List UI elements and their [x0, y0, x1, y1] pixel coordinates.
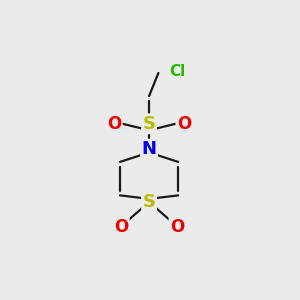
- Text: O: O: [177, 115, 191, 133]
- Text: N: N: [142, 140, 157, 158]
- Text: S: S: [142, 193, 156, 211]
- Text: S: S: [142, 115, 156, 133]
- Text: O: O: [107, 115, 122, 133]
- Text: O: O: [114, 218, 128, 236]
- Text: O: O: [170, 218, 184, 236]
- Text: Cl: Cl: [169, 64, 185, 79]
